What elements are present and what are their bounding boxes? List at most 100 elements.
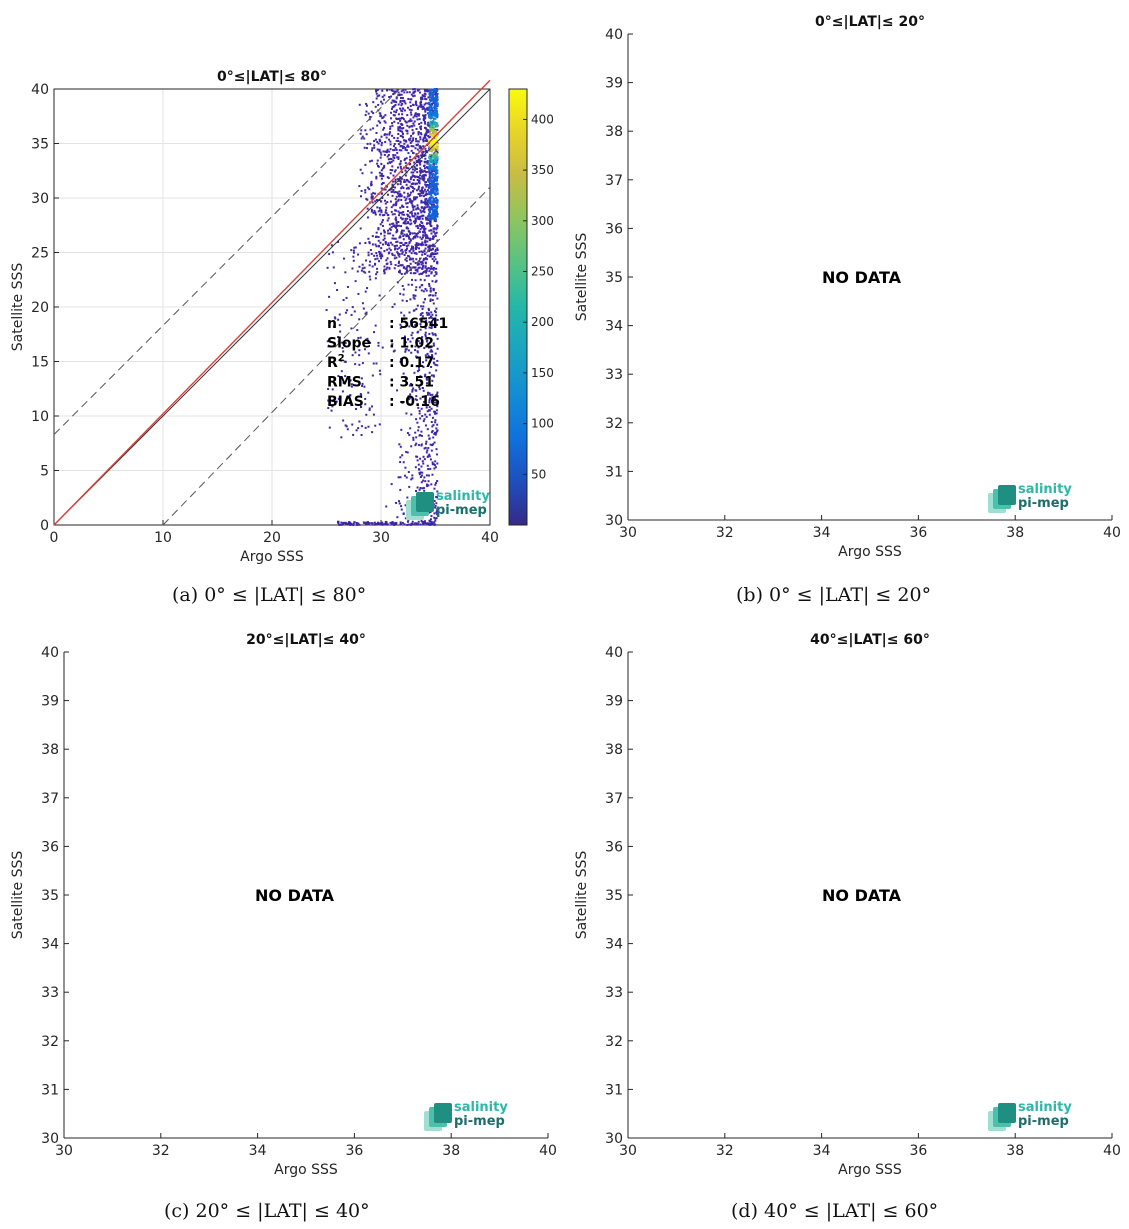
scatter-point bbox=[424, 395, 427, 398]
scatter-point bbox=[385, 523, 388, 526]
scatter-point bbox=[419, 375, 422, 378]
scatter-point bbox=[383, 134, 386, 137]
scatter-point bbox=[426, 464, 429, 467]
scatter-point bbox=[428, 183, 431, 186]
scatter-point bbox=[415, 245, 418, 248]
lower-bound-line bbox=[162, 186, 491, 526]
y-tick-label: 40 bbox=[41, 645, 59, 661]
scatter-point bbox=[436, 391, 439, 394]
scatter-point bbox=[410, 252, 413, 255]
scatter-point bbox=[428, 392, 431, 395]
scatter-point bbox=[422, 138, 425, 141]
scatter-point bbox=[418, 162, 421, 165]
scatter-point bbox=[423, 520, 426, 523]
scatter-point bbox=[386, 214, 389, 217]
scatter-point bbox=[421, 236, 424, 239]
scatter-point bbox=[369, 278, 372, 281]
scatter-point bbox=[382, 115, 385, 118]
scatter-point bbox=[404, 120, 407, 123]
scatter-point bbox=[423, 298, 426, 301]
scatter-point bbox=[417, 426, 420, 429]
scatter-point bbox=[397, 94, 400, 97]
scatter-point-dense bbox=[430, 176, 433, 179]
scatter-point bbox=[387, 242, 390, 245]
scatter-point bbox=[415, 455, 418, 458]
scatter-point bbox=[340, 436, 343, 439]
scatter-point bbox=[389, 260, 392, 263]
scatter-point bbox=[411, 168, 414, 171]
scatter-point-dense bbox=[429, 125, 432, 128]
scatter-point bbox=[344, 342, 347, 345]
scatter-point-dense bbox=[429, 106, 432, 109]
scatter-point bbox=[429, 287, 432, 290]
scatter-point bbox=[432, 375, 435, 378]
scatter-point bbox=[397, 192, 400, 195]
scatter-point bbox=[416, 243, 419, 246]
y-tick-label: 35 bbox=[41, 888, 59, 904]
scatter-point bbox=[393, 100, 396, 103]
scatter-point bbox=[401, 102, 404, 105]
x-tick-label: 30 bbox=[619, 525, 637, 541]
scatter-point bbox=[347, 396, 350, 399]
scatter-point bbox=[431, 425, 434, 428]
scatter-point bbox=[426, 391, 429, 394]
scatter-point bbox=[372, 362, 375, 365]
scatter-point-dense bbox=[435, 111, 438, 114]
scatter-point bbox=[431, 248, 434, 251]
scatter-point bbox=[414, 398, 417, 401]
scatter-point-dense bbox=[428, 217, 431, 220]
scatter-point-dense bbox=[436, 110, 439, 113]
scatter-point bbox=[416, 189, 419, 192]
scatter-point bbox=[418, 223, 421, 226]
scatter-point bbox=[410, 445, 413, 448]
scatter-point bbox=[412, 131, 415, 134]
scatter-point bbox=[386, 257, 389, 260]
scatter-point bbox=[423, 521, 426, 524]
scatter-point bbox=[402, 372, 405, 375]
scatter-point bbox=[424, 113, 427, 116]
scatter-point bbox=[405, 259, 408, 262]
scatter-point bbox=[403, 220, 406, 223]
scatter-point bbox=[429, 346, 432, 349]
scatter-point bbox=[407, 265, 410, 268]
scatter-point bbox=[350, 383, 353, 386]
scatter-point bbox=[377, 239, 380, 242]
scatter-point bbox=[388, 247, 391, 250]
scatter-point bbox=[374, 200, 377, 203]
scatter-point bbox=[421, 336, 424, 339]
scatter-point-dense bbox=[436, 205, 439, 208]
scatter-point bbox=[426, 129, 429, 132]
colorbar-tick-label: 150 bbox=[531, 366, 554, 380]
scatter-point bbox=[419, 257, 422, 260]
scatter-point bbox=[424, 253, 427, 256]
scatter-point bbox=[382, 238, 385, 241]
scatter-point bbox=[429, 520, 432, 523]
scatter-point bbox=[380, 141, 383, 144]
scatter-point bbox=[411, 337, 414, 340]
scatter-point bbox=[400, 177, 403, 180]
salinity-pimep-logo: salinity pi-mep bbox=[424, 1099, 516, 1135]
scatter-point bbox=[359, 227, 362, 230]
scatter-point bbox=[416, 235, 419, 238]
scatter-point bbox=[363, 385, 366, 388]
scatter-point bbox=[363, 348, 366, 351]
scatter-point bbox=[424, 122, 427, 125]
scatter-point bbox=[395, 117, 398, 120]
scatter-point bbox=[381, 174, 384, 177]
scatter-point bbox=[351, 423, 354, 426]
scatter-point bbox=[405, 245, 408, 248]
scatter-point bbox=[436, 226, 439, 229]
scatter-point bbox=[424, 201, 427, 204]
scatter-point bbox=[412, 88, 415, 91]
scatter-point bbox=[377, 120, 380, 123]
scatter-point bbox=[400, 122, 403, 125]
scatter-point bbox=[420, 194, 423, 197]
scatter-point bbox=[388, 133, 391, 136]
stat-label: RMS bbox=[327, 375, 362, 391]
scatter-point bbox=[419, 224, 422, 227]
scatter-point bbox=[434, 433, 437, 436]
scatter-point bbox=[426, 237, 429, 240]
scatter-point bbox=[429, 300, 432, 303]
scatter-point bbox=[399, 119, 402, 122]
scatter-point bbox=[327, 388, 330, 391]
